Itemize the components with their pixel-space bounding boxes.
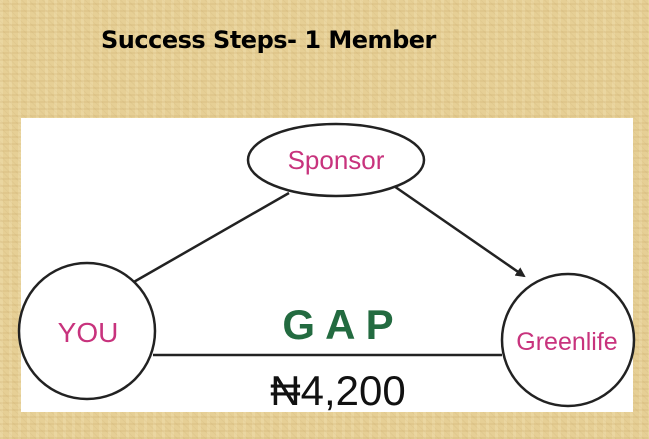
greenlife-label: Greenlife (516, 328, 617, 356)
sponsor-node: Sponsor (246, 122, 426, 198)
sponsor-label: Sponsor (288, 145, 385, 175)
greenlife-node: Greenlife (500, 272, 636, 408)
sponsor-greenlife-arrow (390, 182, 526, 278)
slide-title: Success Steps- 1 Member (101, 26, 436, 54)
gap-amount: ₦4,200 (270, 367, 405, 414)
you-sponsor-line (131, 191, 290, 285)
gap-label: G A P (282, 301, 393, 348)
you-node: YOU (17, 261, 157, 401)
you-label: YOU (58, 317, 119, 348)
